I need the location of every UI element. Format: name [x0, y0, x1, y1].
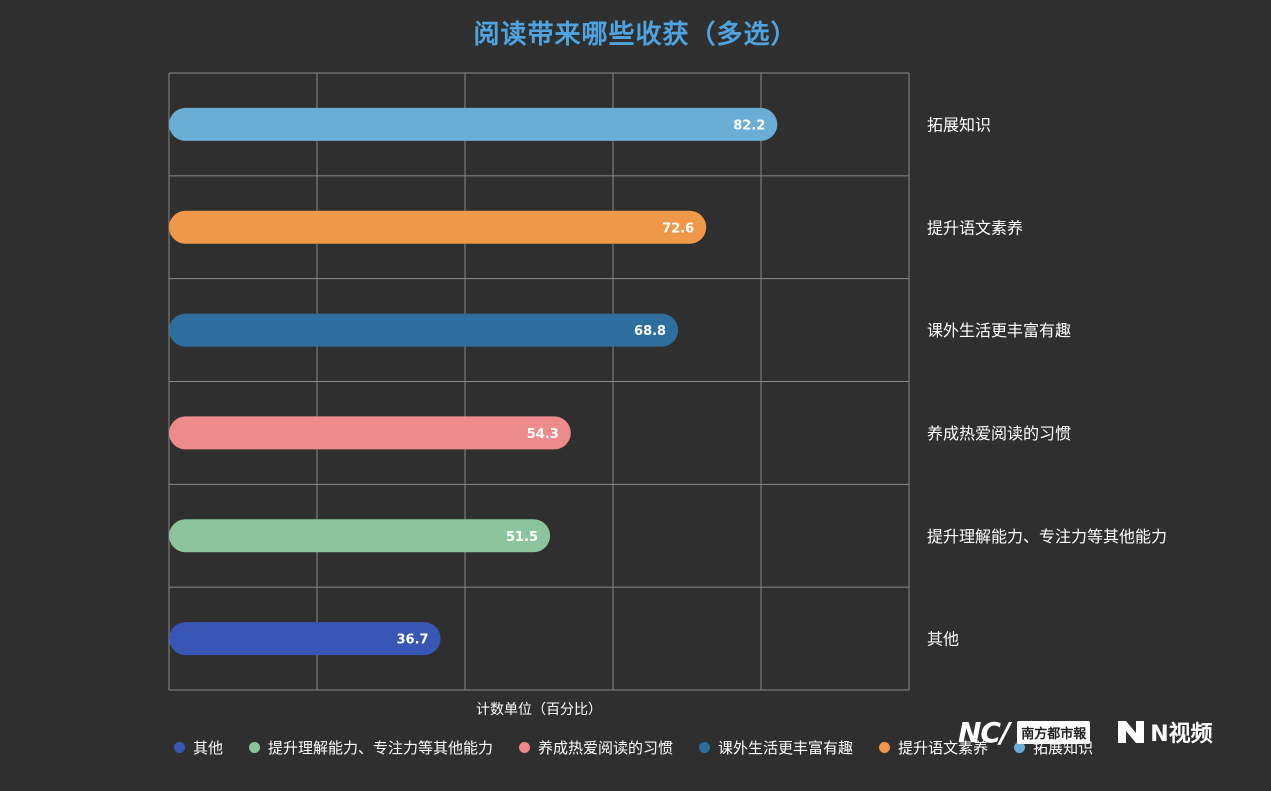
legend-marker-icon	[174, 741, 185, 753]
legend-label: 提升理解能力、专注力等其他能力	[268, 738, 494, 757]
bar-value-label: 68.8	[634, 324, 666, 339]
category-label: 提升理解能力、专注力等其他能力	[927, 527, 1167, 546]
bar-value-label: 82.2	[733, 118, 765, 133]
chart-title: 阅读带来哪些收获（多选）	[473, 20, 798, 50]
category-label: 其他	[927, 630, 959, 649]
n-video-icon	[1118, 721, 1145, 743]
legend-label: 其他	[193, 738, 224, 757]
bar	[169, 210, 707, 244]
bar	[169, 107, 778, 141]
legend-marker-icon	[879, 741, 891, 753]
bar	[169, 622, 441, 656]
brand-watermark: NC/ 南方都市報 N视频	[958, 712, 1258, 752]
legend-marker-icon	[1014, 741, 1026, 753]
legend-item[interactable]: 课外生活更丰富有趣	[699, 737, 853, 758]
newspaper-logo: 南方都市報	[1017, 720, 1091, 744]
bar	[169, 416, 571, 450]
category-label: 养成热爱阅读的习惯	[927, 424, 1071, 443]
legend-item[interactable]: 养成热爱阅读的习惯	[519, 737, 673, 758]
bar-value-label: 51.5	[506, 530, 538, 545]
legend-item[interactable]: 其他	[174, 737, 223, 758]
n-video-logo: N视频	[1116, 716, 1213, 748]
bar-value-label: 54.3	[527, 427, 559, 442]
x-axis-label: 计数单位（百分比）	[476, 702, 602, 718]
legend-marker-icon	[699, 741, 711, 753]
legend-item[interactable]: 提升语文素养	[879, 737, 988, 758]
n-video-label: N视频	[1150, 722, 1213, 747]
nc-logo: NC/	[958, 715, 1010, 749]
bar-value-label: 72.6	[662, 221, 694, 236]
legend-label: 提升语文素养	[898, 738, 989, 757]
category-label: 课外生活更丰富有趣	[927, 321, 1071, 340]
bar-value-label: 36.7	[397, 633, 429, 648]
legend-label: 课外生活更丰富有趣	[718, 738, 854, 757]
legend-item[interactable]: 提升理解能力、专注力等其他能力	[249, 737, 493, 758]
bar	[169, 313, 679, 347]
category-label: 提升语文素养	[927, 218, 1023, 237]
legend-label: 养成热爱阅读的习惯	[538, 738, 674, 757]
bar	[169, 519, 551, 553]
grid	[168, 72, 910, 691]
legend-marker-icon	[249, 741, 261, 753]
legend-marker-icon	[519, 741, 531, 753]
category-label: 拓展知识	[927, 115, 991, 134]
